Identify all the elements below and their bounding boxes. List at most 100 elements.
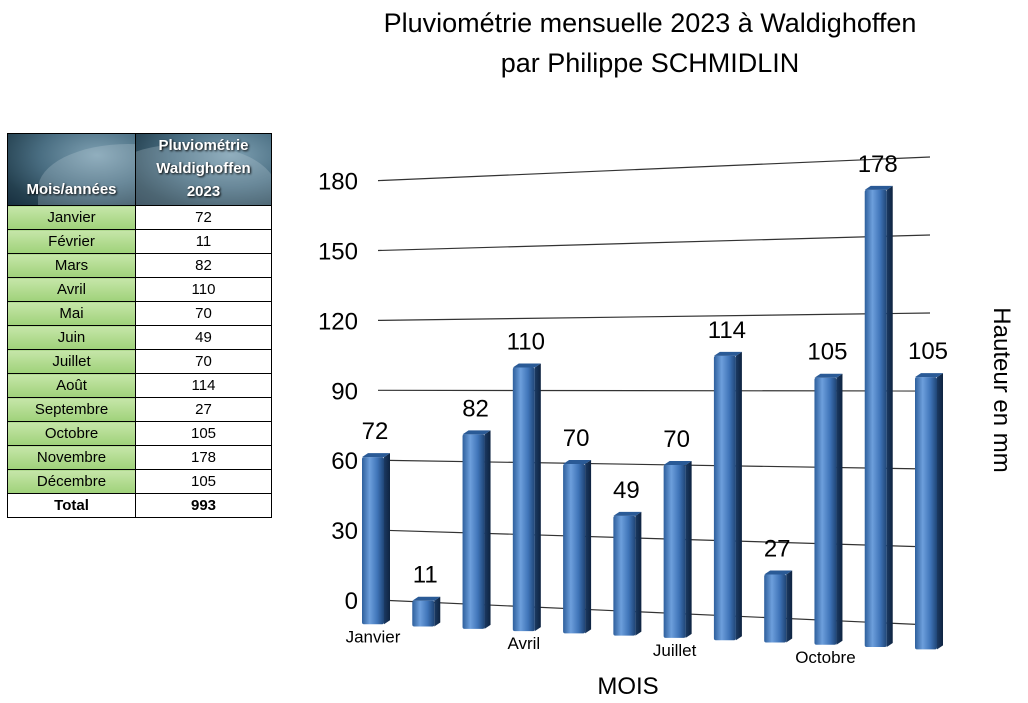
bar-front (462, 434, 485, 629)
bar (814, 373, 843, 645)
chart-title: Pluviométrie mensuelle 2023 à Waldighoff… (383, 8, 917, 38)
bar (864, 185, 893, 648)
gridline (377, 156, 931, 182)
bar-top (864, 185, 893, 190)
bar-side (786, 570, 793, 643)
value-cell: 110 (135, 277, 272, 302)
bar-side (534, 363, 541, 632)
bar-front (613, 515, 636, 636)
month-cell: Juin (7, 325, 136, 350)
y-tick-label: 30 (331, 518, 358, 545)
table-row: Avril 110 (7, 277, 272, 302)
bar-side (484, 430, 491, 629)
data-label: 114 (708, 317, 746, 344)
table-row: Septembre 27 (7, 397, 272, 422)
table-row: Décembre 105 (7, 469, 272, 494)
data-label: 70 (663, 426, 690, 453)
bar-front (362, 457, 384, 625)
value-cell: 70 (135, 301, 272, 326)
x-axis-label: MOIS (597, 673, 658, 700)
gridline (377, 312, 931, 321)
table-row: Juillet 70 (7, 349, 272, 374)
bar-top (462, 430, 491, 435)
bar-front (915, 377, 937, 650)
month-cell: Novembre (7, 445, 136, 470)
month-cell: Septembre (7, 397, 136, 422)
value-cell: 70 (135, 349, 272, 374)
bar-top (915, 373, 943, 378)
bar-side (685, 461, 692, 638)
value-cell: 49 (135, 325, 272, 350)
bar-front (864, 189, 887, 648)
table-row: Février 11 (7, 229, 272, 254)
bar (362, 453, 390, 625)
bar-top (412, 596, 441, 601)
x-tick-label: Avril (507, 634, 540, 653)
header-rainfall: Pluviométrie Waldighoffen 2023 (135, 133, 272, 206)
bar-front (512, 367, 535, 632)
header-month: Mois/années (7, 133, 136, 206)
bar-front (764, 574, 787, 643)
y-tick-label: 150 (318, 239, 358, 266)
bar (412, 596, 441, 627)
month-cell: Mai (7, 301, 136, 326)
table-row: Janvier 72 (7, 205, 272, 230)
chart-subtitle: par Philippe SCHMIDLIN (500, 48, 800, 78)
bar-front (814, 377, 837, 645)
bar-front (663, 465, 686, 638)
month-cell: Octobre (7, 421, 136, 446)
gridline (377, 459, 931, 470)
bar (764, 570, 793, 643)
data-label: 49 (613, 477, 640, 504)
bar (462, 430, 491, 629)
month-cell: Février (7, 229, 136, 254)
bar (613, 511, 642, 636)
table-row: Mars 82 (7, 253, 272, 278)
value-cell: 105 (135, 421, 272, 446)
x-tick-label: Octobre (795, 648, 855, 667)
bar (915, 373, 943, 650)
bar (663, 461, 692, 638)
bar-side (836, 373, 843, 645)
y-tick-label: 60 (331, 448, 358, 475)
month-cell: Mars (7, 253, 136, 278)
total-row: Total 993 (7, 493, 272, 518)
value-cell: 105 (135, 469, 272, 494)
table-row: Mai 70 (7, 301, 272, 326)
table-row: Octobre 105 (7, 421, 272, 446)
bar-top (563, 459, 592, 464)
bar (713, 351, 742, 641)
bar-side (434, 596, 441, 627)
value-cell: 72 (135, 205, 272, 230)
bar-side (585, 459, 592, 634)
bar-side (937, 373, 943, 650)
gridline (377, 599, 931, 626)
total-label: Total (7, 493, 136, 518)
value-cell: 82 (135, 253, 272, 278)
data-label: 27 (764, 535, 791, 562)
bar-top (512, 363, 541, 368)
y-tick-label: 90 (331, 378, 358, 405)
y-axis-label: Hauteur en mm (988, 307, 1015, 472)
data-label: 72 (362, 418, 389, 445)
y-tick-label: 0 (345, 588, 358, 615)
month-cell: Avril (7, 277, 136, 302)
bar (512, 363, 541, 632)
x-tick-label: Juillet (653, 641, 697, 660)
x-tick-label: Janvier (346, 627, 401, 646)
total-value: 993 (135, 493, 272, 518)
month-cell: Décembre (7, 469, 136, 494)
y-tick-label: 120 (318, 308, 358, 335)
table-row: Juin 49 (7, 325, 272, 350)
data-label: 105 (807, 339, 847, 366)
bar-side (635, 511, 642, 636)
month-cell: Janvier (7, 205, 136, 230)
bar-top (814, 373, 843, 378)
bar-front (713, 355, 736, 641)
data-label: 70 (563, 425, 590, 452)
bar-top (362, 453, 390, 458)
table-row: Novembre 178 (7, 445, 272, 470)
value-cell: 178 (135, 445, 272, 470)
bar-top (713, 351, 742, 356)
